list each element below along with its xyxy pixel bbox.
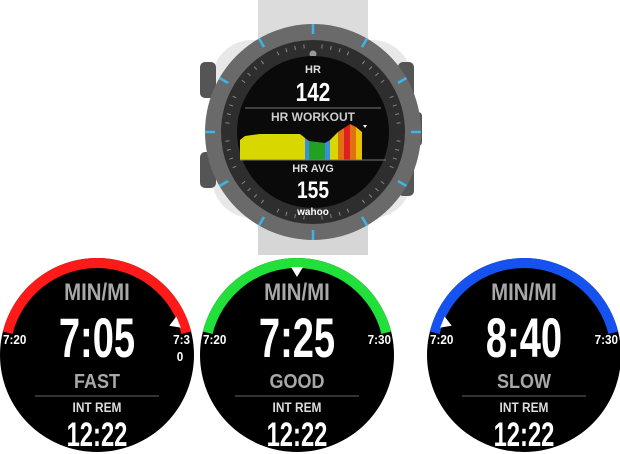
interval-value: 12:22 [67, 416, 128, 454]
bezel-tick [232, 165, 237, 169]
bezel-tick [329, 214, 332, 219]
bezel-tick [226, 148, 231, 151]
bezel-tick [389, 95, 394, 99]
hr-label: HR [305, 64, 321, 76]
bezel-tick [346, 51, 350, 56]
pace-status: GOOD [270, 371, 325, 393]
bezel-tick [389, 165, 394, 169]
pace-status: SLOW [497, 371, 551, 393]
left-limit-label: 7:20 [430, 332, 454, 347]
bezel-tick [257, 216, 266, 227]
right-limit-label-wrap: 0 [177, 349, 184, 364]
right-limit-label: 7:30 [595, 332, 619, 347]
watch-screen [237, 56, 389, 208]
bezel-tick [229, 104, 234, 107]
brand-logo: wahoo [296, 207, 329, 218]
hr-workout-title: HR WORKOUT [271, 110, 356, 124]
bezel-tick [285, 211, 288, 216]
pace-arc [2, 258, 192, 334]
bezel-tick [253, 194, 258, 198]
bezel-tick [276, 51, 280, 56]
sensor-dot [309, 50, 317, 58]
bezel-tick [360, 216, 369, 227]
bezel-tick [380, 180, 385, 185]
bezel-tick [260, 199, 265, 204]
face-screen [0, 258, 194, 452]
unit-label: MIN/MI [491, 278, 557, 305]
unit-label: MIN/MI [264, 278, 330, 305]
bezel-tick [338, 48, 341, 53]
pace-arc [429, 258, 619, 334]
bezel-tick [247, 187, 251, 192]
bezel-tick [361, 199, 366, 204]
bezel-tick [368, 66, 373, 70]
bezel-tick [375, 187, 379, 192]
bezel-tick [361, 60, 366, 65]
bezel-tick [375, 72, 379, 77]
bezel-tick [218, 76, 229, 85]
bezel-tick [229, 157, 234, 160]
left-limit-label: 7:20 [3, 332, 27, 347]
bezel-tick [397, 76, 408, 85]
hr-workout-graph [240, 124, 386, 161]
bezel-tick [253, 66, 258, 70]
hr-avg-value: 155 [297, 176, 329, 204]
bezel-tick [247, 72, 251, 77]
face-screen [427, 258, 620, 452]
bezel-tick [397, 179, 408, 188]
bezel-tick [368, 194, 373, 198]
button-top-left[interactable] [200, 62, 216, 98]
bezel-tick [260, 60, 265, 65]
smartwatch: HR 142 HR WORKOUT HR AVG 155 wahoo [200, 0, 422, 255]
bezel-tick [218, 179, 229, 188]
interval-label: INT REM [273, 399, 322, 415]
bezel-tick [360, 37, 369, 48]
pace-pointer-icon [440, 316, 452, 328]
bezel-ticks [205, 24, 421, 240]
bezel-tick [232, 95, 237, 99]
bezel-tick [241, 180, 246, 185]
bezel-tick [226, 113, 231, 116]
interval-label: INT REM [500, 399, 549, 415]
interval-label: INT REM [73, 399, 122, 415]
right-limit-label: 7:3 [173, 332, 190, 347]
bezel-tick [257, 37, 266, 48]
bezel-tick [395, 113, 400, 116]
bezel-tick [338, 211, 341, 216]
bezel-tick [241, 79, 246, 84]
hr-avg-label: HR AVG [292, 163, 334, 175]
bezel-tick [380, 79, 385, 84]
bezel-tick [395, 148, 400, 151]
bezel-tick [392, 104, 397, 107]
hr-value: 142 [296, 78, 331, 107]
bezel-tick [329, 45, 332, 50]
interval-value: 12:22 [267, 416, 328, 454]
left-limit-label: 7:20 [203, 332, 227, 347]
bezel-tick [346, 208, 350, 213]
right-limit-label: 7:30 [368, 332, 392, 347]
bezel-tick [294, 214, 297, 219]
pace-status: FAST [74, 371, 120, 393]
bezel-tick [285, 48, 288, 53]
pace-pointer-icon [169, 316, 181, 328]
pace-pointer-icon [291, 267, 303, 277]
face-screen [200, 258, 394, 452]
bezel-tick [294, 45, 297, 50]
pace-value: 7:05 [59, 308, 135, 370]
pace-arc [202, 258, 392, 334]
pace-value: 8:40 [486, 308, 562, 370]
bezel-tick [392, 157, 397, 160]
pace-value: 7:25 [259, 308, 335, 370]
unit-label: MIN/MI [64, 278, 130, 305]
bezel-tick [276, 208, 280, 213]
interval-value: 12:22 [494, 416, 555, 454]
